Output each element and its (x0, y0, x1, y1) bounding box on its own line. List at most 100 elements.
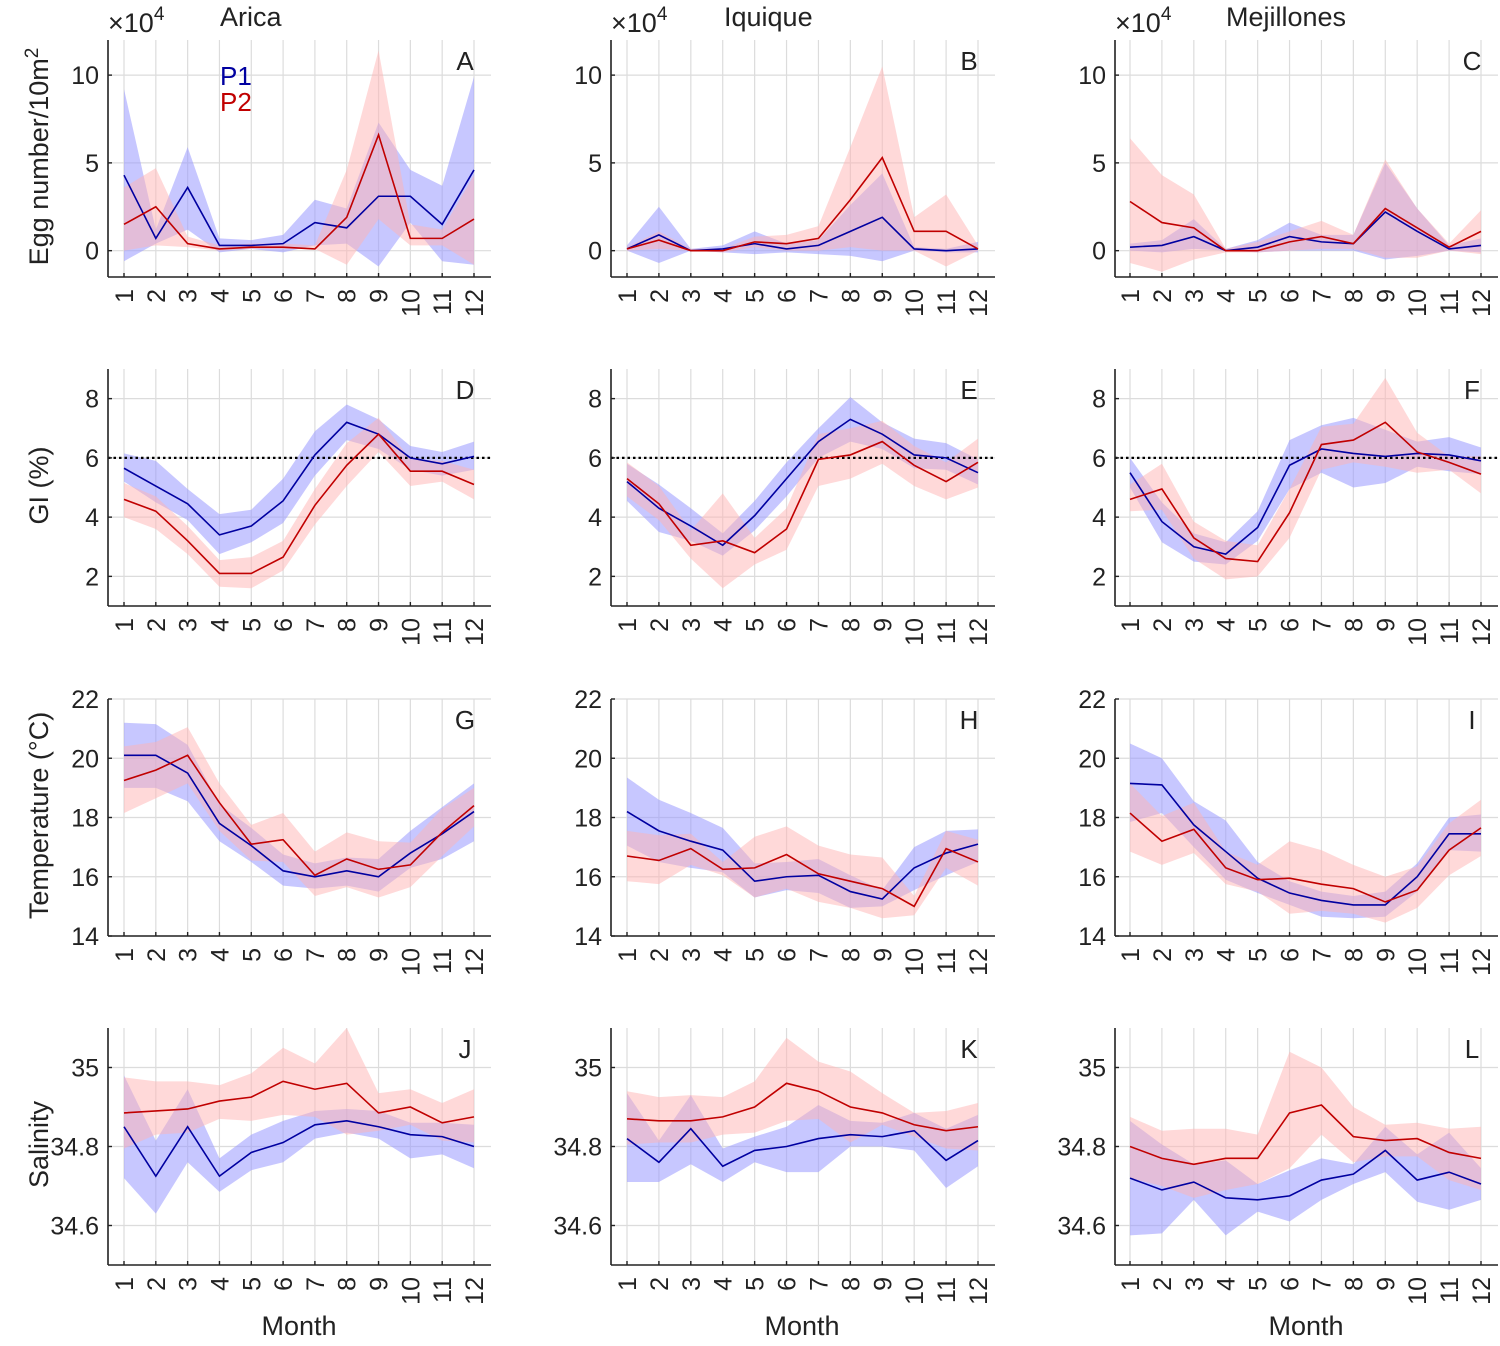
x-tick-label: 1 (1117, 618, 1145, 632)
x-tick-label: 5 (238, 948, 266, 962)
x-tick-label: 12 (461, 618, 489, 646)
series-line-p2 (1129, 421, 1482, 563)
x-tick-label: 4 (710, 1277, 738, 1291)
x-tick-label: 7 (1308, 1277, 1336, 1291)
x-tick-label: 1 (111, 289, 139, 303)
y-tick-label: 22 (71, 686, 99, 714)
y-tick-label: 14 (1078, 923, 1106, 951)
x-tick-label: 7 (302, 948, 330, 962)
legend-item-p2: P2 (220, 87, 252, 117)
x-tick-label: 2 (143, 618, 171, 632)
y-tick-label: 6 (85, 445, 99, 473)
x-tick-label: 3 (678, 618, 706, 632)
x-tick-label: 11 (1436, 1277, 1464, 1303)
x-tick-label: 9 (1372, 618, 1400, 632)
x-tick-label: 12 (965, 948, 993, 976)
series-line-p1 (626, 216, 979, 252)
y-tick-label: 35 (71, 1055, 99, 1083)
x-tick-label: 11 (429, 1277, 457, 1303)
panel-letter: G (455, 705, 475, 735)
series-line-p1 (1129, 782, 1481, 906)
y-tick-label: 14 (574, 923, 602, 951)
column-titles: Arica Iquique Mejillones (220, 2, 1346, 32)
x-tick-label: 12 (965, 618, 993, 646)
panel-letter: I (1468, 705, 1475, 735)
x-tick-label: 7 (1308, 618, 1336, 632)
x-tick-label: 10 (397, 289, 425, 317)
x-tick-label: 3 (1181, 1277, 1209, 1291)
x-tick-label: 9 (869, 1277, 897, 1291)
series-line-p2 (1129, 200, 1482, 252)
column-title-iquique: Iquique (724, 2, 813, 32)
series-line-p2 (1129, 812, 1482, 903)
confidence-band-p1 (124, 1075, 474, 1214)
x-tick-label: 8 (837, 1277, 865, 1291)
x-tick-label: 4 (1213, 1277, 1241, 1291)
x-tick-label: 3 (1181, 948, 1209, 962)
y-tick-label: 2 (1092, 563, 1106, 591)
x-tick-label: 12 (1468, 618, 1496, 646)
x-tick-label: 8 (837, 618, 865, 632)
series-line-p1 (626, 418, 979, 547)
panel-letter: L (1465, 1034, 1479, 1064)
y-tick-label: 34.6 (50, 1213, 99, 1241)
x-tick-label: 11 (429, 289, 457, 315)
panel-letter: J (459, 1034, 472, 1064)
x-tick-label: 10 (1404, 1277, 1432, 1305)
x-tick-label: 11 (933, 948, 961, 974)
x-tick-label: 10 (901, 289, 929, 317)
y-tick-label: 14 (71, 923, 99, 951)
x-tick-label: 4 (206, 289, 234, 303)
y-tick-label: 5 (1092, 150, 1106, 178)
series-line-p2 (1129, 1104, 1482, 1166)
x-tick-label: 5 (238, 289, 266, 303)
x-tick-label: 8 (837, 948, 865, 962)
series-line-p2 (626, 156, 979, 252)
x-tick-label: 5 (1245, 618, 1273, 632)
x-tick-label: 6 (1277, 289, 1305, 303)
x-tick-label: 9 (1372, 948, 1400, 962)
x-tick-label: 11 (1436, 618, 1464, 644)
column-title-arica: Arica (220, 2, 282, 32)
x-tick-label: 5 (742, 289, 770, 303)
y-tick-label: 4 (1092, 504, 1106, 532)
y-tick-label: 2 (588, 563, 602, 591)
x-tick-label: 4 (1213, 289, 1241, 303)
x-tick-label: 2 (143, 948, 171, 962)
y-tick-label: 0 (85, 238, 99, 266)
series-line-p1 (123, 421, 475, 536)
x-tick-label: 1 (111, 1277, 139, 1291)
x-tick-label: 12 (965, 1277, 993, 1305)
x-tick-label: 3 (175, 948, 203, 962)
x-tick-label: 2 (646, 618, 674, 632)
y-tick-label: 16 (71, 864, 99, 892)
y-tick-label: 22 (574, 686, 602, 714)
y-tick-label: 34.8 (50, 1134, 99, 1162)
x-tick-label: 10 (1404, 618, 1432, 646)
series-line-p1 (1129, 1149, 1482, 1201)
panel-letter: E (960, 375, 977, 405)
x-tick-label: 6 (774, 948, 802, 962)
scale-multiplier: ×104 (611, 4, 668, 38)
y-tick-label: 18 (1078, 805, 1106, 833)
x-tick-label: 6 (774, 618, 802, 632)
x-tick-label: 6 (270, 1277, 298, 1291)
y-axis-label-superscript: 2 (22, 48, 43, 59)
y-tick-label: 8 (1092, 386, 1106, 414)
confidence-band-p2 (1130, 1051, 1481, 1198)
x-tick-label: 7 (805, 289, 833, 303)
legend-item-p1: P1 (220, 61, 252, 91)
x-tick-label: 5 (742, 618, 770, 632)
x-tick-label: 10 (901, 618, 929, 646)
series-line-p2 (123, 433, 475, 575)
x-tick-label: 8 (1340, 618, 1368, 632)
x-tick-label: 2 (646, 1277, 674, 1291)
x-tick-label: 6 (774, 1277, 802, 1291)
x-tick-label: 3 (175, 618, 203, 632)
